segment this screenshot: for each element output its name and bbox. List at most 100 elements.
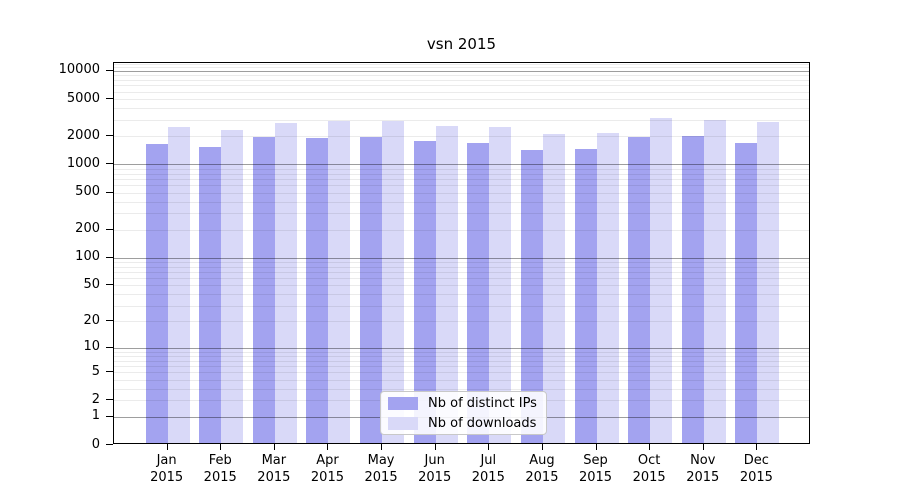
y-tick-mark	[106, 415, 113, 417]
y-tick-mark	[106, 399, 113, 401]
gridline-20	[114, 321, 809, 323]
gridline-80	[114, 266, 809, 268]
bar-dec-downloads	[757, 121, 780, 443]
bar-jan-downloads	[167, 126, 190, 443]
grid-layer	[114, 63, 809, 443]
x-tick-label-apr: Apr 2015	[310, 453, 344, 485]
legend-label: Nb of distinct IPs	[428, 395, 537, 411]
legend-entry: Nb of distinct IPs	[388, 396, 546, 411]
gridline-11000	[114, 67, 809, 69]
gridline-9000	[114, 75, 809, 77]
bar-oct-downloads	[650, 117, 673, 443]
x-tick-label-feb: Feb 2015	[203, 453, 237, 485]
y-tick-mark	[106, 191, 113, 193]
x-tick-mark	[756, 444, 758, 450]
x-tick-label-jul: Jul 2015	[471, 453, 505, 485]
y-tick-mark	[106, 69, 113, 71]
gridline-2000	[114, 136, 809, 138]
bar-nov-distinct-ips	[681, 135, 704, 443]
y-tick-label-50: 50	[83, 276, 100, 292]
y-tick-mark	[106, 444, 113, 445]
gridline-700	[114, 178, 809, 180]
gridline-6000	[114, 91, 809, 93]
y-tick-label-10000: 10000	[58, 62, 100, 78]
y-tick-label-0: 0	[91, 436, 100, 452]
gridline-60	[114, 278, 809, 280]
y-tick-mark	[106, 284, 113, 286]
bar-dec-distinct-ips	[735, 143, 758, 443]
y-tick-label-5: 5	[91, 363, 100, 379]
bar-jun-downloads	[435, 125, 458, 443]
gridline-10000	[114, 70, 809, 72]
gridline-4000	[114, 108, 809, 110]
gridline-40	[114, 294, 809, 296]
x-tick-mark	[273, 444, 275, 450]
x-tick-mark	[220, 444, 222, 450]
x-tick-label-may: May 2015	[364, 453, 398, 485]
x-tick-label-aug: Aug 2015	[525, 453, 559, 485]
bar-aug-downloads	[542, 133, 565, 443]
y-tick-mark	[106, 163, 113, 165]
gridline-3000	[114, 119, 809, 121]
y-tick-label-200: 200	[75, 221, 100, 237]
y-tick-label-20: 20	[83, 312, 100, 328]
bar-aug-distinct-ips	[520, 149, 543, 443]
gridline-10	[114, 347, 809, 349]
y-tick-mark	[106, 98, 113, 100]
legend-swatch-icon	[388, 396, 418, 410]
gridline-200	[114, 229, 809, 231]
gridline-5	[114, 372, 809, 374]
gridline-7	[114, 360, 809, 362]
bar-feb-downloads	[221, 129, 244, 443]
bar-sep-downloads	[596, 132, 619, 443]
gridline-1000	[114, 164, 809, 166]
y-tick-label-2000: 2000	[66, 127, 100, 143]
y-tick-mark	[106, 135, 113, 137]
chart-title: vsn 2015	[426, 35, 497, 53]
y-tick-mark	[106, 320, 113, 322]
bar-sep-distinct-ips	[574, 149, 597, 443]
x-tick-mark	[595, 444, 597, 450]
x-tick-label-dec: Dec 2015	[739, 453, 773, 485]
x-tick-mark	[434, 444, 436, 450]
gridline-300	[114, 213, 809, 215]
legend-swatch-icon	[388, 416, 418, 430]
bar-jan-distinct-ips	[145, 143, 168, 443]
y-tick-mark	[106, 228, 113, 230]
x-tick-label-mar: Mar 2015	[257, 453, 291, 485]
gridline-70	[114, 271, 809, 273]
gridline-7000	[114, 85, 809, 87]
x-tick-label-oct: Oct 2015	[632, 453, 666, 485]
gridline-50	[114, 285, 809, 287]
gridline-5000	[114, 99, 809, 101]
x-tick-mark	[327, 444, 329, 450]
bar-oct-distinct-ips	[628, 136, 651, 443]
bar-mar-distinct-ips	[252, 136, 275, 443]
gridline-900	[114, 168, 809, 170]
y-tick-label-1000: 1000	[66, 155, 100, 171]
bars-layer	[114, 63, 809, 443]
plot-area	[113, 62, 810, 444]
bar-nov-downloads	[703, 120, 726, 443]
gridline-8	[114, 355, 809, 357]
bar-jul-downloads	[489, 126, 512, 443]
y-tick-label-2: 2	[91, 391, 100, 407]
x-tick-mark	[541, 444, 543, 450]
gridline-3	[114, 388, 809, 390]
bar-mar-downloads	[274, 122, 297, 443]
gridline-8000	[114, 80, 809, 82]
gridline-4	[114, 379, 809, 381]
gridline-400	[114, 201, 809, 203]
bar-apr-distinct-ips	[306, 138, 329, 443]
y-tick-mark	[106, 346, 113, 348]
gridline-6	[114, 365, 809, 367]
y-tick-label-1: 1	[91, 408, 100, 424]
gridline-500	[114, 192, 809, 194]
y-tick-label-100: 100	[75, 249, 100, 265]
x-tick-label-jun: Jun 2015	[418, 453, 452, 485]
gridline-800	[114, 173, 809, 175]
bar-may-distinct-ips	[360, 137, 383, 443]
x-tick-label-sep: Sep 2015	[578, 453, 613, 485]
bar-may-downloads	[382, 121, 405, 443]
